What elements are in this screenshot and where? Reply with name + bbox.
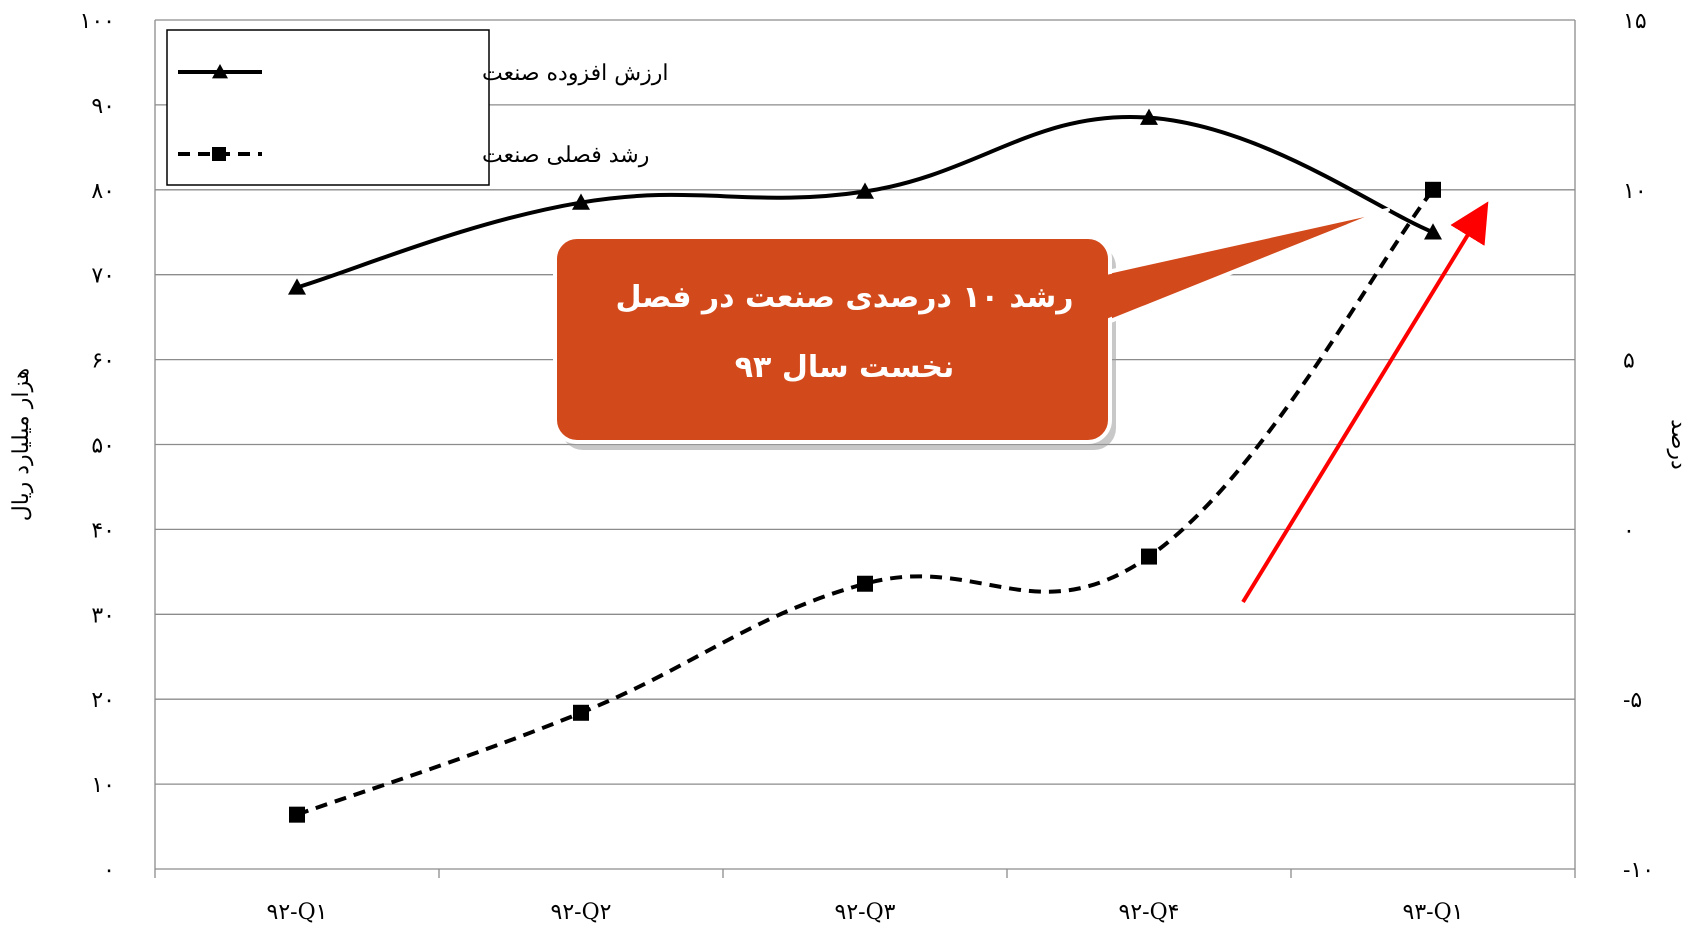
data-point: [288, 278, 306, 295]
right-tick-label: ۰: [1623, 518, 1635, 543]
left-tick-label: ۵۰: [91, 434, 115, 459]
left-axis-title: هزار میلیارد ریال: [9, 368, 34, 521]
right-tick-label: ۱۵: [1623, 9, 1647, 34]
callout-text-line: رشد ۱۰ درصدی صنعت در فصل: [615, 280, 1073, 315]
left-axis-ticks: ۰ ۱۰ ۲۰ ۳۰ ۴۰ ۵۰ ۶۰ ۷۰ ۸۰ ۹۰ ۱۰۰: [80, 9, 115, 883]
x-tick-label: ۹۲-Q۱: [267, 900, 328, 925]
left-tick-label: ۸۰: [91, 179, 115, 204]
data-point: [1140, 108, 1158, 125]
left-tick-label: ۹۰: [91, 94, 115, 119]
left-tick-label: ۳۰: [91, 603, 115, 628]
left-tick-label: ۷۰: [91, 264, 115, 289]
axes: [154, 20, 1576, 878]
legend: ارزش افزوده صنعت رشد فصلی صنعت: [166, 29, 668, 186]
left-tick-label: ۰: [103, 858, 115, 883]
series-line-1: [296, 188, 1435, 817]
callout-text-line: نخست سال ۹۳: [735, 350, 954, 385]
left-tick-label: ۴۰: [91, 518, 115, 543]
right-tick-label: ۵: [1623, 349, 1635, 374]
data-point: [1425, 181, 1441, 198]
legend-label: ارزش افزوده صنعت: [482, 61, 668, 86]
left-tick-label: ۱۰: [91, 773, 115, 798]
left-tick-label: ۲۰: [91, 688, 115, 713]
right-axis-ticks: -۱۰ -۵ ۰ ۵ ۱۰ ۱۵: [1623, 9, 1654, 883]
data-point: [289, 806, 305, 823]
x-tick-label: ۹۲-Q۳: [835, 900, 896, 925]
data-point: [572, 193, 590, 210]
data-point: [1141, 548, 1157, 565]
left-tick-label: ۱۰۰: [80, 9, 115, 34]
data-point: [856, 182, 874, 199]
legend-box: [166, 29, 490, 186]
data-point: [573, 704, 589, 721]
callout-box: [553, 235, 1112, 444]
series-layer: [288, 108, 1442, 823]
left-tick-label: ۶۰: [91, 349, 115, 374]
right-axis-title: درصد: [1666, 419, 1691, 470]
legend-label: رشد فصلی صنعت: [482, 143, 649, 168]
data-point: [1424, 223, 1442, 240]
data-point: [857, 575, 873, 592]
callout-seam: [1106, 223, 1348, 319]
x-tick-label: ۹۳-Q۱: [1403, 900, 1464, 925]
annotation: رشد ۱۰ درصدی صنعت در فصل نخست سال ۹۳: [553, 201, 1489, 604]
x-tick-label: ۹۲-Q۲: [551, 900, 612, 925]
legend-marker: [212, 147, 226, 161]
right-tick-label: -۱۰: [1623, 858, 1654, 883]
right-tick-label: -۵: [1623, 688, 1642, 713]
red-arrow: [1241, 201, 1489, 604]
x-axis-ticks: ۹۲-Q۱ ۹۲-Q۲ ۹۲-Q۳ ۹۲-Q۴ ۹۳-Q۱: [267, 900, 1464, 925]
legend-marker: [212, 64, 228, 79]
x-tick-label: ۹۲-Q۴: [1119, 900, 1180, 925]
right-tick-label: ۱۰: [1623, 179, 1647, 204]
